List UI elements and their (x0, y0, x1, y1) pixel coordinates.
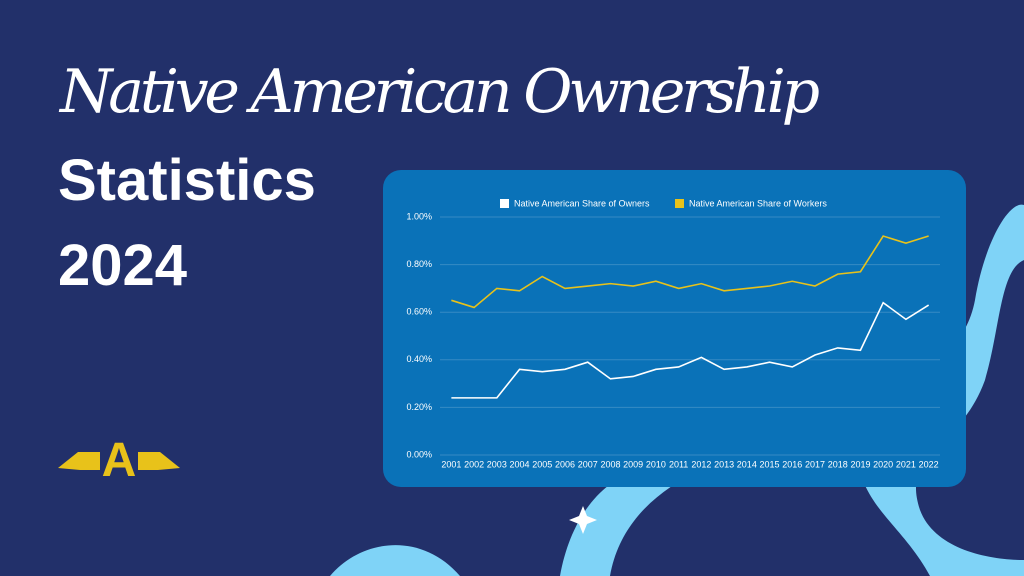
x-tick-label: 2012 (691, 459, 711, 469)
x-tick-label: 2011 (669, 459, 688, 469)
x-tick-label: 2005 (532, 459, 552, 469)
x-tick-label: 2020 (873, 459, 893, 469)
x-tick-label: 2017 (805, 459, 825, 469)
x-tick-label: 2003 (487, 459, 507, 469)
x-tick-label: 2010 (646, 459, 666, 469)
legend-swatch (500, 199, 509, 208)
logo-wing (138, 452, 180, 470)
decor-star (569, 506, 597, 534)
x-tick-label: 2004 (510, 459, 530, 469)
y-tick-label: 0.60% (406, 307, 432, 317)
x-tick-label: 2014 (737, 459, 757, 469)
x-tick-label: 2007 (578, 459, 598, 469)
x-tick-label: 2009 (623, 459, 643, 469)
x-tick-label: 2016 (782, 459, 802, 469)
title: Statistics (58, 148, 316, 213)
y-tick-label: 0.20% (406, 402, 432, 412)
chart-panel (383, 170, 966, 487)
chart: 0.00%0.20%0.40%0.60%0.80%1.00%2001 2002 20… (406, 198, 940, 469)
y-tick-label: 0.80% (406, 259, 432, 269)
x-tick-label: 2018 (828, 459, 848, 469)
y-tick-label: 0.00% (406, 449, 432, 459)
line-series (451, 301, 930, 399)
y-tick-label: 0.40% (406, 354, 432, 364)
x-tick-label: 2022 (919, 459, 939, 469)
logo: A (58, 434, 180, 487)
x-tick-label: 2008 (600, 459, 620, 469)
decor-swirl (330, 545, 460, 576)
script-title: Native American Ownership (58, 57, 820, 127)
x-tick-label: 2021 (896, 459, 916, 469)
legend-label: Native American Share of Workers (689, 198, 827, 208)
x-tick-label: 2019 (850, 459, 870, 469)
x-tick-label: 2013 (714, 459, 734, 469)
x-tick-label: 2001 (441, 459, 461, 469)
logo-letter: A (102, 434, 137, 487)
logo-wing (58, 452, 100, 470)
x-tick-label: 2006 (555, 459, 575, 469)
x-tick-label: 2002 (464, 459, 484, 469)
x-tick-label: 2015 (760, 459, 780, 469)
line-series (451, 235, 929, 309)
decor-swirl (560, 470, 700, 576)
legend-swatch (675, 199, 684, 208)
legend-label: Native American Share of Owners (514, 198, 650, 208)
y-tick-label: 1.00% (406, 211, 432, 221)
title-year: 2024 (58, 233, 187, 298)
